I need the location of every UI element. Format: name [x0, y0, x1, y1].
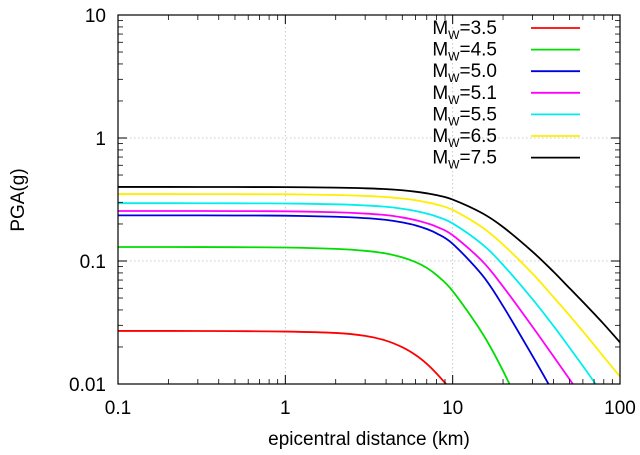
- x-tick-label: 10: [442, 398, 463, 419]
- x-tick-label: 100: [604, 398, 636, 419]
- y-tick-label: 0.01: [69, 375, 106, 396]
- x-tick-label: 1: [280, 398, 291, 419]
- y-tick-label: 10: [85, 6, 106, 27]
- y-tick-label: 1: [95, 129, 106, 150]
- series-line-7: [118, 186, 620, 343]
- series-line-5: [118, 202, 597, 384]
- x-tick-label: 0.1: [105, 398, 131, 419]
- legend-label: MW=5.0: [432, 61, 497, 85]
- legend: MW=3.5MW=4.5MW=5.0MW=5.1MW=5.5MW=6.5MW=7…: [432, 18, 580, 172]
- legend-label: MW=7.5: [432, 148, 497, 172]
- y-tick-label: 0.1: [80, 252, 106, 273]
- plot-frame: [117, 14, 621, 385]
- legend-label: MW=5.5: [432, 104, 497, 128]
- legend-label: MW=6.5: [432, 126, 497, 150]
- y-axis-title: PGA(g): [8, 168, 29, 231]
- legend-label: MW=4.5: [432, 40, 497, 64]
- series-line-3: [118, 214, 550, 384]
- legend-label: MW=5.1: [432, 83, 497, 107]
- series-line-6: [118, 193, 620, 378]
- series-line-1: [118, 330, 448, 384]
- legend-label: MW=3.5: [432, 18, 497, 42]
- x-axis-title: epicentral distance (km): [268, 429, 470, 450]
- series-line-2: [118, 246, 511, 384]
- series-lines: [118, 186, 620, 384]
- series-line-4: [118, 210, 574, 384]
